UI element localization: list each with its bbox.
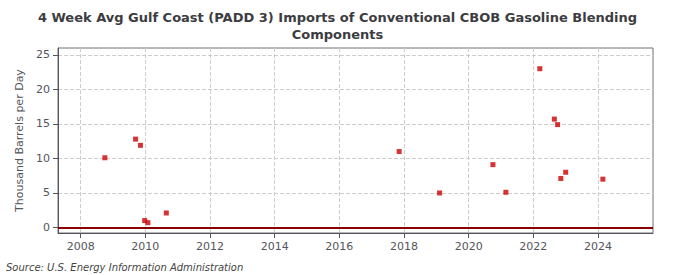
svg-text:2020: 2020	[455, 240, 483, 253]
svg-text:2022: 2022	[519, 240, 547, 253]
svg-text:Components: Components	[292, 27, 384, 42]
svg-text:10: 10	[36, 152, 50, 165]
svg-text:Thousand Barrels per Day: Thousand Barrels per Day	[13, 69, 26, 213]
svg-text:5: 5	[43, 186, 50, 199]
svg-text:2016: 2016	[325, 240, 353, 253]
svg-text:4 Week Avg Gulf Coast (PADD 3): 4 Week Avg Gulf Coast (PADD 3) Imports o…	[38, 10, 637, 25]
svg-text:2014: 2014	[261, 240, 289, 253]
svg-text:Source: U.S. Energy Informatio: Source: U.S. Energy Information Administ…	[6, 262, 243, 273]
svg-text:2012: 2012	[196, 240, 224, 253]
svg-text:2010: 2010	[131, 240, 159, 253]
svg-text:2018: 2018	[390, 240, 418, 253]
svg-text:2024: 2024	[584, 240, 612, 253]
svg-text:20: 20	[36, 83, 50, 96]
svg-text:0: 0	[43, 221, 50, 234]
svg-text:25: 25	[36, 48, 50, 61]
svg-text:15: 15	[36, 117, 50, 130]
svg-text:2008: 2008	[67, 240, 95, 253]
